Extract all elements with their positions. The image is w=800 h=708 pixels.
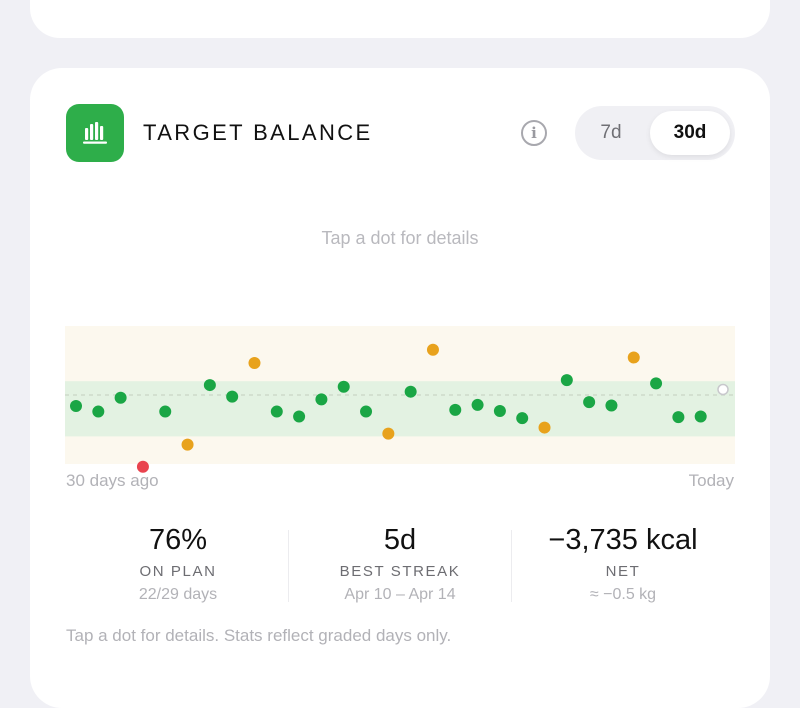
footer-note: Tap a dot for details. Stats reflect gra… xyxy=(66,626,452,645)
stat-label: NET xyxy=(605,563,641,580)
range-30d-button[interactable]: 30d xyxy=(650,111,730,155)
stat-sub: Apr 10 – Apr 14 xyxy=(344,586,456,603)
x-label-start: 30 days ago xyxy=(66,471,159,490)
tap-hint: Tap a dot for details xyxy=(321,228,479,248)
range-7d-button[interactable]: 7d xyxy=(600,122,622,143)
target-balance-card: TARGET BALANCE i 7d 30d Tap a dot for de… xyxy=(30,68,770,708)
day-dot-10[interactable] xyxy=(270,405,283,418)
stat-net: −3,735 kcal NET ≈ −0.5 kg xyxy=(513,524,733,604)
day-dot-30[interactable] xyxy=(717,383,729,396)
info-icon[interactable]: i xyxy=(521,120,547,146)
day-dot-8[interactable] xyxy=(226,390,239,403)
day-dot-28[interactable] xyxy=(672,411,685,424)
range-toggle: 7d 30d xyxy=(575,106,735,160)
day-dot-6[interactable] xyxy=(181,438,194,451)
day-dot-23[interactable] xyxy=(560,374,573,387)
day-dot-22[interactable] xyxy=(538,421,551,434)
day-dot-2[interactable] xyxy=(92,405,105,418)
stat-best-streak: 5d BEST STREAK Apr 10 – Apr 14 xyxy=(290,524,510,604)
day-dot-13[interactable] xyxy=(337,380,350,393)
day-dot-29[interactable] xyxy=(694,410,707,423)
day-dot-25[interactable] xyxy=(605,399,618,412)
day-dot-15[interactable] xyxy=(382,427,395,440)
day-dot-14[interactable] xyxy=(360,405,373,418)
day-dot-12[interactable] xyxy=(315,393,328,406)
stat-on-plan: 76% ON PLAN 22/29 days xyxy=(68,524,288,604)
day-dot-11[interactable] xyxy=(293,410,306,423)
stat-value: 5d xyxy=(383,524,417,556)
stat-sub: ≈ −0.5 kg xyxy=(589,586,657,603)
day-dot-16[interactable] xyxy=(404,385,417,398)
stat-label: BEST STREAK xyxy=(339,563,461,580)
stat-value: 76% xyxy=(148,524,208,556)
balance-chart: 30 days ago Today xyxy=(65,326,735,490)
day-dot-27[interactable] xyxy=(650,377,663,390)
day-dot-18[interactable] xyxy=(449,403,462,416)
day-dot-5[interactable] xyxy=(159,405,172,418)
bar-chart-icon xyxy=(66,104,124,162)
day-dot-20[interactable] xyxy=(493,405,506,418)
day-dot-3[interactable] xyxy=(114,391,127,404)
day-dot-17[interactable] xyxy=(426,343,439,356)
on-plan-band xyxy=(65,381,735,437)
day-dot-9[interactable] xyxy=(248,356,261,369)
day-dot-19[interactable] xyxy=(471,398,484,411)
day-dot-26[interactable] xyxy=(627,351,640,364)
day-dot-1[interactable] xyxy=(70,400,82,413)
stat-sub: 22/29 days xyxy=(138,586,218,603)
day-dot-24[interactable] xyxy=(583,396,596,409)
stat-label: ON PLAN xyxy=(139,563,217,580)
divider xyxy=(511,530,512,602)
day-dot-4[interactable] xyxy=(136,460,149,473)
divider xyxy=(288,530,289,602)
day-dot-7[interactable] xyxy=(203,379,216,392)
card-title: TARGET BALANCE xyxy=(143,120,373,145)
previous-card xyxy=(30,0,770,38)
x-label-end: Today xyxy=(689,471,735,490)
stat-value: −3,735 kcal xyxy=(548,524,698,556)
day-dot-21[interactable] xyxy=(516,412,529,425)
